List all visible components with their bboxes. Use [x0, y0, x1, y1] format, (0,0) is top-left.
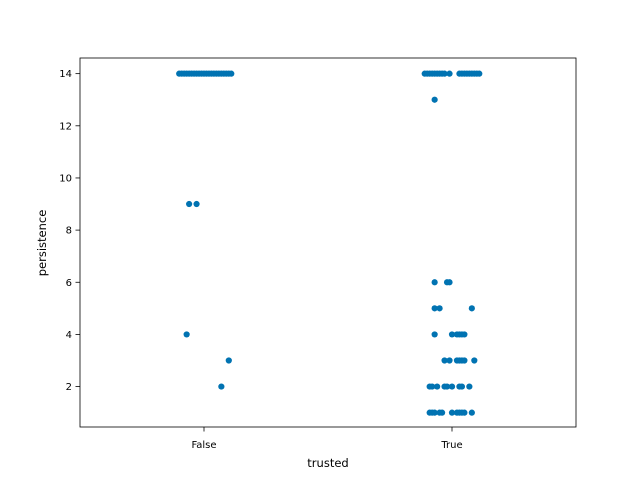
data-point [429, 383, 436, 390]
y-tick-label: 6 [66, 278, 72, 289]
x-tick-label: False [191, 440, 216, 451]
points-layer [176, 70, 483, 416]
data-point [436, 305, 443, 312]
data-point [448, 331, 456, 338]
data-point [461, 331, 468, 338]
y-tick-label: 8 [66, 226, 72, 237]
axes-frame [79, 57, 577, 428]
data-point [431, 409, 438, 416]
data-point [218, 383, 225, 390]
x-axis-label: trusted [307, 456, 348, 470]
data-point [468, 409, 475, 416]
y-axis-label: persistence [35, 210, 49, 277]
y-tick-label: 4 [66, 330, 72, 341]
y-tick-label: 2 [66, 382, 72, 393]
y-tick-label: 10 [59, 174, 72, 185]
x-tick-label: True [440, 440, 462, 451]
ticks-layer: 2 4 6 8 10 12 14 False True [59, 69, 462, 451]
data-point [461, 409, 468, 416]
data-point [468, 305, 475, 312]
data-point [193, 200, 200, 208]
data-point [471, 357, 478, 364]
data-point [186, 200, 193, 208]
data-point [446, 70, 453, 77]
data-point [228, 70, 235, 77]
data-point [466, 383, 473, 390]
y-tick-label: 14 [59, 69, 72, 80]
data-point [431, 305, 438, 312]
data-point [225, 357, 232, 364]
data-point [183, 331, 190, 338]
data-point [431, 279, 438, 286]
data-point [431, 96, 438, 103]
data-point [441, 70, 448, 77]
data-point [438, 409, 446, 416]
data-point [431, 331, 438, 338]
data-point [441, 357, 448, 364]
data-point [434, 383, 441, 390]
data-point [458, 383, 466, 390]
data-point [446, 357, 453, 364]
data-point [448, 383, 456, 390]
data-point [443, 383, 451, 390]
data-point [446, 279, 453, 286]
y-tick-label: 12 [59, 121, 72, 132]
data-point [448, 409, 456, 416]
data-point [461, 357, 468, 364]
data-point [476, 70, 483, 77]
